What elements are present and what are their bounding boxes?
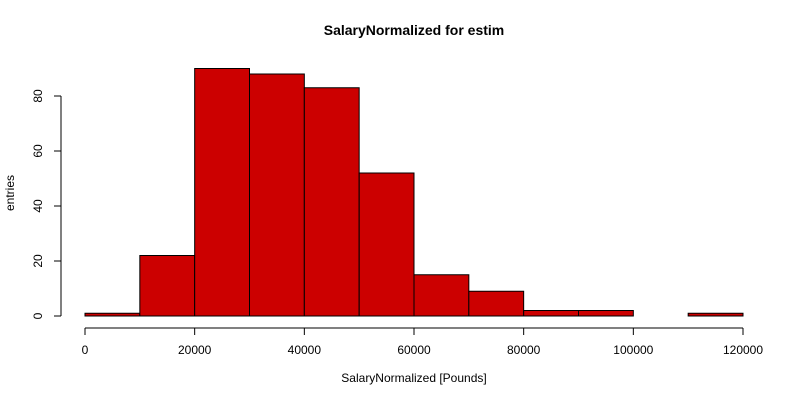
chart-title: SalaryNormalized for estim	[324, 22, 505, 38]
x-tick-label: 120000	[723, 343, 763, 357]
y-tick-label: 60	[31, 144, 45, 158]
x-tick-label: 100000	[613, 343, 653, 357]
y-axis: 0 20 40 60 80	[31, 89, 62, 319]
x-tick-label: 0	[82, 343, 89, 357]
bars-group	[84, 68, 744, 317]
histogram-bar	[413, 274, 470, 317]
y-tick-label: 40	[31, 199, 45, 213]
x-tick-label: 40000	[288, 343, 322, 357]
histogram-bar	[139, 255, 196, 317]
x-tick-label: 20000	[178, 343, 212, 357]
x-axis: 0 20000 40000 60000 80000 100000 120000	[82, 327, 763, 357]
x-tick-label: 80000	[507, 343, 541, 357]
histogram-bar	[687, 312, 744, 317]
histogram-bar	[194, 68, 250, 317]
histogram-bar	[578, 310, 634, 317]
x-axis-label: SalaryNormalized [Pounds]	[341, 371, 486, 385]
histogram-bar	[249, 73, 305, 317]
histogram-bar	[84, 312, 141, 317]
y-tick-label: 20	[31, 254, 45, 268]
y-tick-label: 80	[31, 89, 45, 103]
histogram-bar	[468, 290, 525, 317]
y-tick-label: 0	[31, 312, 45, 319]
histogram-bar	[303, 87, 360, 317]
x-tick-label: 60000	[397, 343, 431, 357]
y-axis-label: entries	[3, 175, 17, 211]
histogram-bar	[358, 172, 415, 317]
histogram-bar	[523, 310, 579, 317]
